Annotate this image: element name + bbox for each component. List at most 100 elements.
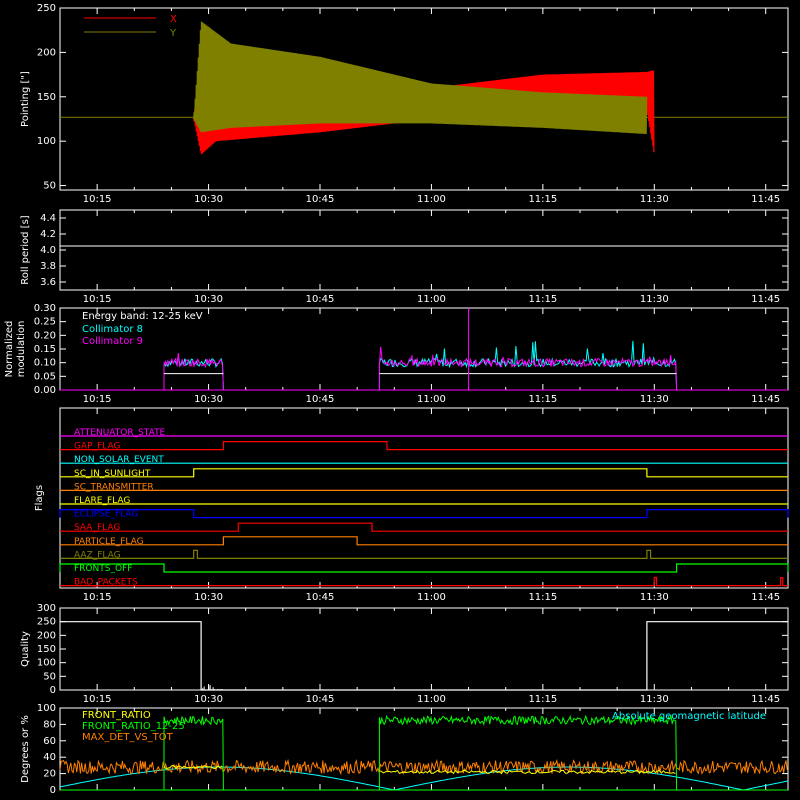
- y-axis-label: Pointing ["]: [20, 71, 31, 127]
- y-tick-label: 0.05: [34, 371, 56, 382]
- y-tick-label: 4.0: [40, 245, 56, 256]
- flag-line-bad_packets: [60, 576, 788, 587]
- flag-label-particle_flag: PARTICLE_FLAG: [74, 537, 144, 547]
- series-front-ratio: [163, 764, 223, 770]
- time-tick-label: 10:45: [306, 294, 335, 305]
- y-tick-label: 50: [43, 181, 56, 192]
- legend-front_ratio: FRONT_RATIO: [82, 710, 151, 721]
- flag-label-sc_in_sunlight: SC_IN_SUNLIGHT: [74, 469, 151, 479]
- time-tick-label: 11:15: [528, 194, 557, 205]
- y-tick-label: 0.30: [34, 303, 56, 314]
- y-tick-label: 3.6: [40, 277, 56, 288]
- flags-frame: [59, 407, 789, 589]
- y-tick-label: 150: [37, 92, 56, 103]
- time-tick-label: 11:45: [751, 592, 780, 603]
- time-tick-label: 11:30: [640, 294, 669, 305]
- series-collimator-9: [378, 346, 678, 391]
- time-tick-label: 10:15: [83, 294, 112, 305]
- quality-panel: 0 50 100 150 200 250 300 Quality 10:15 10:30 10:45…: [20, 603, 789, 705]
- time-tick-label: 11:15: [528, 394, 557, 405]
- flag-label-fronts_off: FRONTS_OFF: [74, 564, 132, 574]
- series-front-ratio-12-25: [163, 715, 224, 791]
- time-tick-label: 11:45: [751, 394, 780, 405]
- y-tick-label: 0.10: [34, 358, 56, 369]
- geo-panel: 0 20 40 60 80 100 Degrees or % FRONT_RATIOFRONT…: [20, 703, 789, 796]
- legend-max_det_vs_tot: MAX_DET_VS_TOT: [82, 732, 174, 743]
- flag-label-bad_packets: BAD_PACKETS: [74, 578, 138, 588]
- energy-band-label: Energy band: 12-25 keV: [82, 311, 203, 322]
- legend-collimator-9: Collimator 9: [82, 336, 143, 347]
- flag-line-sc_in_sunlight: [60, 468, 788, 478]
- flag-label-eclipse_flag: ECLIPSE_FLAG: [74, 510, 138, 520]
- time-tick-label: 11:00: [417, 592, 446, 603]
- flag-label-sc_transmitter: SC_TRANSMITTER: [74, 482, 154, 492]
- y-tick-label: 3.8: [40, 261, 56, 272]
- time-tick-label: 11:30: [640, 394, 669, 405]
- time-tick-label: 10:15: [83, 694, 112, 705]
- y-tick-label: 200: [37, 630, 56, 641]
- y-axis-label: Roll period [s]: [20, 215, 31, 284]
- flag-line-particle_flag: [60, 536, 788, 546]
- modulation-panel: 0.00 0.05 0.10 0.15 0.20 0.25 0.30 Normalized mo…: [4, 303, 789, 405]
- flag-line-gap_flag: [60, 441, 788, 451]
- pointing-frame: [59, 7, 789, 191]
- y-tick-label: 150: [37, 644, 56, 655]
- y-axis-label: modulation: [16, 321, 27, 378]
- time-tick-label: 10:30: [194, 294, 223, 305]
- y-tick-label: 100: [37, 703, 56, 714]
- time-tick-label: 10:45: [306, 194, 335, 205]
- time-tick-label: 10:30: [194, 694, 223, 705]
- legend-label-x: X: [170, 14, 177, 25]
- y-tick-label: 60: [43, 736, 56, 747]
- y-tick-label: 100: [37, 658, 56, 669]
- series-front-ratio: [379, 769, 676, 775]
- y-tick-label: 0.20: [34, 330, 56, 341]
- time-tick-label: 11:15: [528, 592, 557, 603]
- y-axis-label: Degrees or %: [20, 715, 31, 783]
- pointing-panel: 50 100 150 200 250 Pointing ["] XY 10:15 10:30 10…: [20, 3, 789, 205]
- legend-front_ratio_12-25: FRONT_RATIO_12-25: [82, 721, 185, 732]
- flag-label-attenuator_state: ATTENUATOR_STATE: [74, 428, 166, 438]
- time-tick-label: 11:30: [640, 592, 669, 603]
- y-tick-label: 80: [43, 719, 56, 730]
- time-tick-label: 11:45: [751, 694, 780, 705]
- flag-line-saa_flag: [60, 522, 788, 532]
- flags-panel: Flags ATTENUATOR_STATE GAP_FLAG NON_SOLAR_E…: [34, 407, 789, 603]
- time-tick-label: 10:15: [83, 394, 112, 405]
- time-tick-label: 11:45: [751, 194, 780, 205]
- time-tick-label: 11:30: [640, 694, 669, 705]
- y-tick-label: 50: [43, 671, 56, 682]
- time-tick-label: 11:00: [417, 394, 446, 405]
- time-tick-label: 10:45: [306, 394, 335, 405]
- time-tick-label: 11:15: [528, 694, 557, 705]
- time-tick-label: 11:30: [640, 194, 669, 205]
- flag-line-aaz_flag: [60, 549, 788, 560]
- time-tick-label: 11:15: [528, 294, 557, 305]
- time-tick-label: 10:15: [83, 592, 112, 603]
- time-tick-label: 11:45: [751, 294, 780, 305]
- y-tick-label: 0: [50, 685, 56, 696]
- time-tick-label: 11:00: [417, 694, 446, 705]
- y-axis-label: Flags: [34, 485, 45, 511]
- time-tick-label: 10:30: [194, 394, 223, 405]
- time-tick-label: 10:45: [306, 694, 335, 705]
- y-tick-label: 0.00: [34, 385, 56, 396]
- geomagnetic-latitude-label: Absolute geomagnetic latitude: [612, 711, 766, 722]
- y-tick-label: 200: [37, 47, 56, 58]
- flag-label-gap_flag: GAP_FLAG: [74, 442, 120, 452]
- time-tick-label: 10:30: [194, 194, 223, 205]
- y-tick-label: 0.25: [34, 317, 56, 328]
- series-y: [193, 21, 648, 135]
- y-axis-label: Quality: [20, 631, 31, 667]
- y-tick-label: 4.4: [40, 213, 56, 224]
- time-tick-label: 10:15: [83, 194, 112, 205]
- flag-label-saa_flag: SAA_FLAG: [74, 523, 120, 533]
- roll-panel: 3.6 3.8 4.0 4.2 4.4 Roll period [s] 10:15 10:30…: [20, 209, 789, 305]
- y-tick-label: 250: [37, 3, 56, 14]
- time-tick-label: 10:30: [194, 592, 223, 603]
- y-axis-label: Normalized: [4, 321, 15, 378]
- flag-label-flare_flag: FLARE_FLAG: [74, 496, 130, 506]
- time-tick-label: 11:00: [417, 194, 446, 205]
- quality-line: [60, 621, 788, 691]
